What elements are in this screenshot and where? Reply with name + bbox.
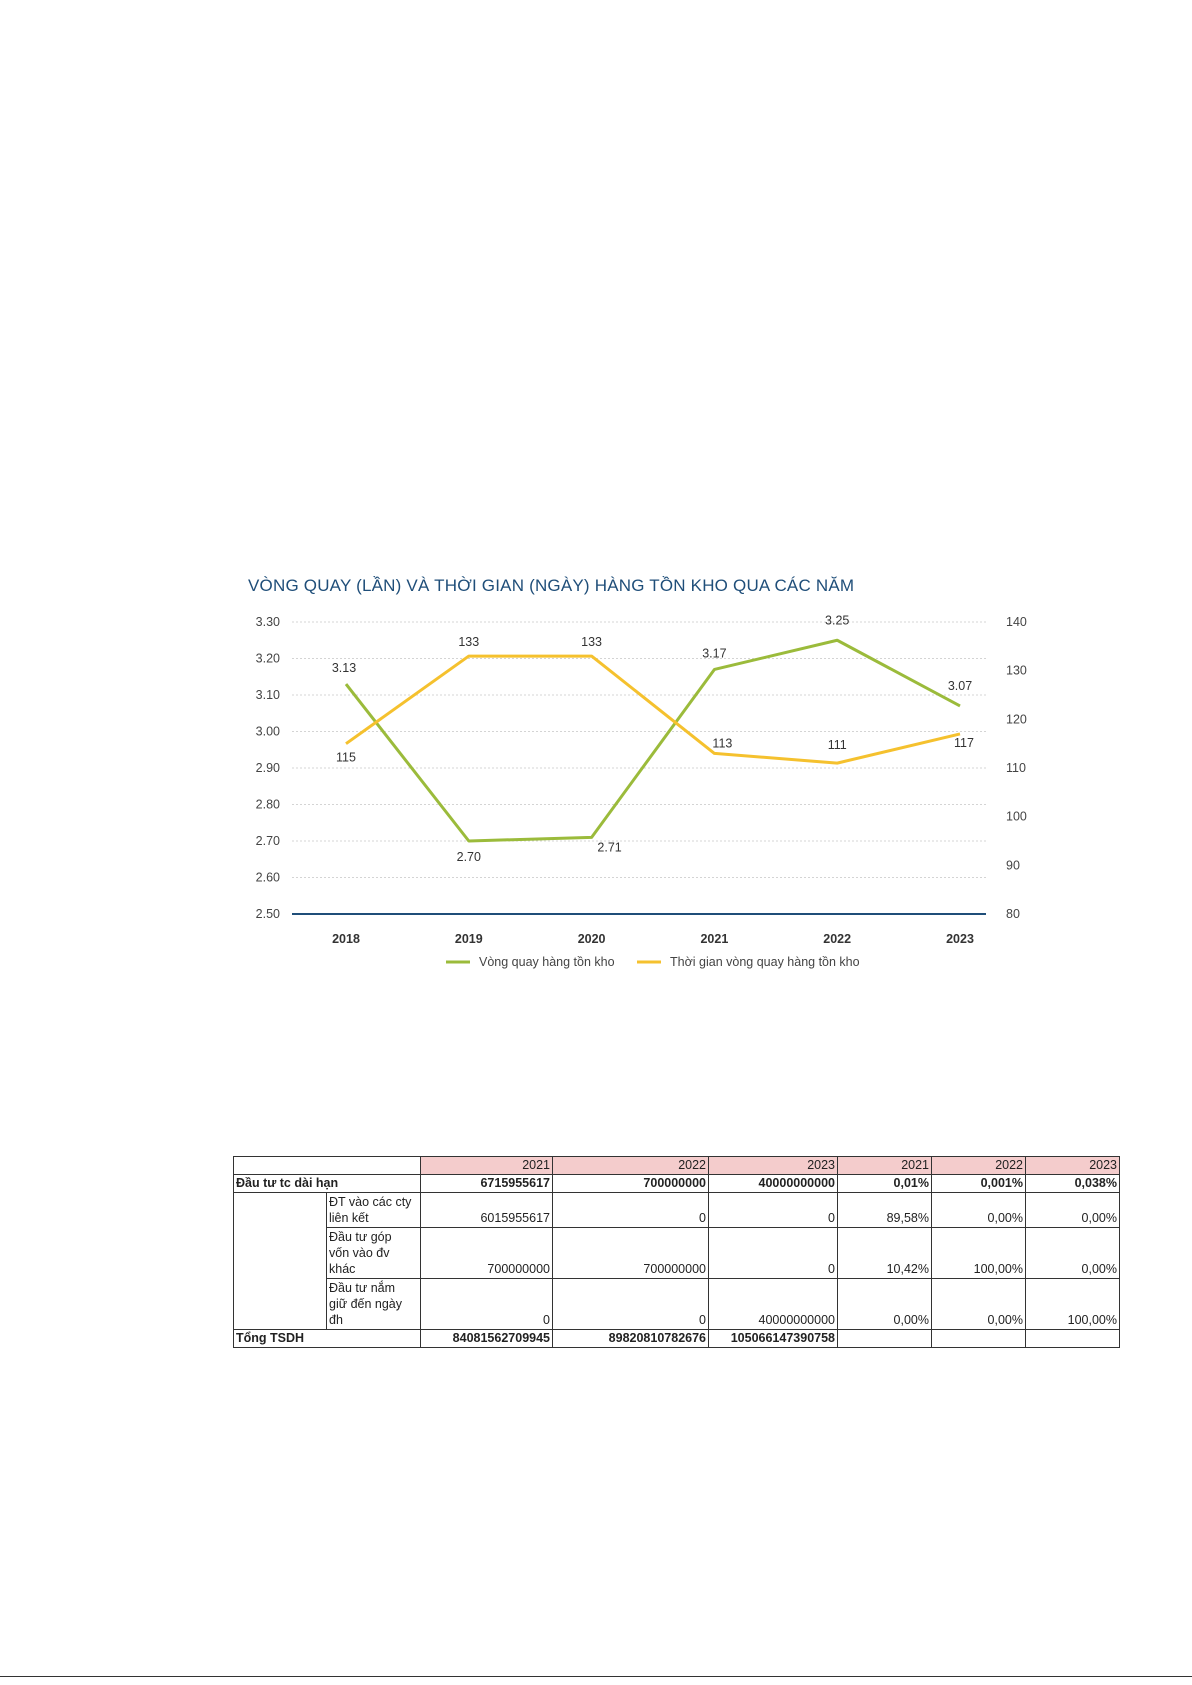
data-label: 115 [336, 751, 356, 765]
value-cell: 0 [708, 1192, 838, 1228]
data-label: 3.25 [825, 613, 849, 627]
row-label: Tổng TSDH [233, 1329, 421, 1348]
y-left-tick-label: 2.90 [256, 761, 280, 775]
data-label: 3.07 [948, 679, 972, 693]
table-row: Đầu tư góp vốn vào đv khác 700000000 700000… [234, 1227, 1120, 1279]
x-tick-label: 2023 [946, 932, 974, 946]
value-cell: 700000000 [420, 1227, 553, 1279]
value-cell [931, 1329, 1026, 1348]
value-cell: 0,00% [931, 1192, 1026, 1228]
data-label: 133 [581, 635, 602, 649]
value-cell: 100,00% [931, 1227, 1026, 1279]
value-cell: 700000000 [552, 1227, 709, 1279]
y-right-tick-label: 120 [1006, 712, 1027, 726]
value-cell: 0,00% [1025, 1192, 1120, 1228]
line-chart: 3.30 3.20 3.10 3.00 2.90 2.80 2.70 2.60 2.50 140 1… [256, 613, 1027, 969]
value-cell [1025, 1329, 1120, 1348]
y-right-tick-label: 130 [1006, 664, 1027, 678]
table-corner-cell [233, 1156, 421, 1175]
value-cell: 0,00% [931, 1278, 1026, 1330]
data-label: 111 [828, 738, 847, 752]
y-left-tick-label: 2.80 [256, 798, 280, 812]
chart-container: VÒNG QUAY (LẦN) VÀ THỜI GIAN (NGÀY) HÀNG… [236, 568, 1036, 988]
y-left-tick-label: 2.60 [256, 871, 280, 885]
table-row: Tổng TSDH 84081562709945 89820810782676 105… [233, 1329, 1120, 1348]
table-header-row: 2021 2022 2023 2021 2022 2023 [233, 1156, 1120, 1175]
data-label: 113 [712, 736, 732, 750]
value-cell: 84081562709945 [420, 1329, 553, 1348]
x-tick-label: 2022 [823, 932, 851, 946]
y-left-tick-label: 3.00 [256, 725, 280, 739]
value-cell: 100,00% [1025, 1278, 1120, 1330]
value-cell: 0 [552, 1192, 709, 1228]
legend-label: Vòng quay hàng tồn kho [479, 955, 615, 969]
value-cell: 40000000000 [708, 1174, 838, 1193]
series-line-1 [344, 638, 961, 843]
value-cell: 6715955617 [420, 1174, 553, 1193]
x-tick-label: 2021 [700, 932, 728, 946]
row-label: Đầu tư tc dài hạn [233, 1174, 421, 1193]
table-row: ĐT vào các cty liên kết 6015955617 0 0 89,58… [233, 1192, 1120, 1330]
chart-title: VÒNG QUAY (LẦN) VÀ THỜI GIAN (NGÀY) HÀNG… [248, 576, 855, 595]
x-tick-label: 2020 [578, 932, 606, 946]
column-header: 2022 [552, 1156, 709, 1175]
value-cell: 700000000 [552, 1174, 709, 1193]
y-right-tick-label: 140 [1006, 615, 1027, 629]
y-left-tick-label: 3.30 [256, 615, 280, 629]
value-cell [837, 1329, 932, 1348]
table-row: Đầu tư nắm giữ đến ngày đh 0 0 40000000000 0,… [234, 1278, 1120, 1330]
value-cell: 105066147390758 [708, 1329, 838, 1348]
data-label: 2.70 [457, 850, 481, 864]
series-line-2 [345, 654, 961, 765]
value-cell: 6015955617 [420, 1192, 553, 1228]
value-cell: 89,58% [837, 1192, 932, 1228]
sub-row-label: Đầu tư góp vốn vào đv khác [326, 1227, 421, 1279]
page-bottom-rule [0, 1676, 1192, 1677]
column-header: 2021 [837, 1156, 932, 1175]
column-header: 2021 [420, 1156, 553, 1175]
y-left-tick-label: 2.70 [256, 834, 280, 848]
x-tick-label: 2018 [332, 932, 360, 946]
column-header: 2022 [931, 1156, 1026, 1175]
data-label: 3.17 [702, 646, 726, 660]
x-tick-label: 2019 [455, 932, 483, 946]
data-label: 117 [954, 736, 974, 750]
value-cell: 0 [708, 1227, 838, 1279]
y-left-tick-label: 2.50 [256, 907, 280, 921]
y-left-tick-label: 3.20 [256, 652, 280, 666]
sub-row-label: ĐT vào các cty liên kết [326, 1192, 421, 1228]
data-label: 3.13 [332, 661, 356, 675]
value-cell: 0,038% [1025, 1174, 1120, 1193]
column-header: 2023 [708, 1156, 838, 1175]
value-cell: 0,00% [1025, 1227, 1120, 1279]
y-left-tick-label: 3.10 [256, 688, 280, 702]
y-right-tick-label: 110 [1006, 761, 1026, 775]
value-cell: 0,00% [837, 1278, 932, 1330]
group-spacer-cell [233, 1192, 327, 1330]
value-cell: 89820810782676 [552, 1329, 709, 1348]
legend-label: Thời gian vòng quay hàng tồn kho [670, 955, 860, 969]
data-label: 2.71 [597, 840, 621, 854]
data-label: 133 [458, 635, 479, 649]
value-cell: 40000000000 [708, 1278, 838, 1330]
investment-table: 2021 2022 2023 2021 2022 2023 Đầu tư tc dài hạ… [233, 1156, 1120, 1348]
value-cell: 0 [552, 1278, 709, 1330]
value-cell: 10,42% [837, 1227, 932, 1279]
table-row: Đầu tư tc dài hạn 6715955617 700000000 4000… [233, 1174, 1120, 1193]
value-cell: 0 [420, 1278, 553, 1330]
y-right-tick-label: 80 [1006, 907, 1020, 921]
y-right-tick-label: 90 [1006, 858, 1020, 872]
y-right-tick-label: 100 [1006, 810, 1027, 824]
value-cell: 0,001% [931, 1174, 1026, 1193]
column-header: 2023 [1025, 1156, 1120, 1175]
value-cell: 0,01% [837, 1174, 932, 1193]
sub-row-label: Đầu tư nắm giữ đến ngày đh [326, 1278, 421, 1330]
